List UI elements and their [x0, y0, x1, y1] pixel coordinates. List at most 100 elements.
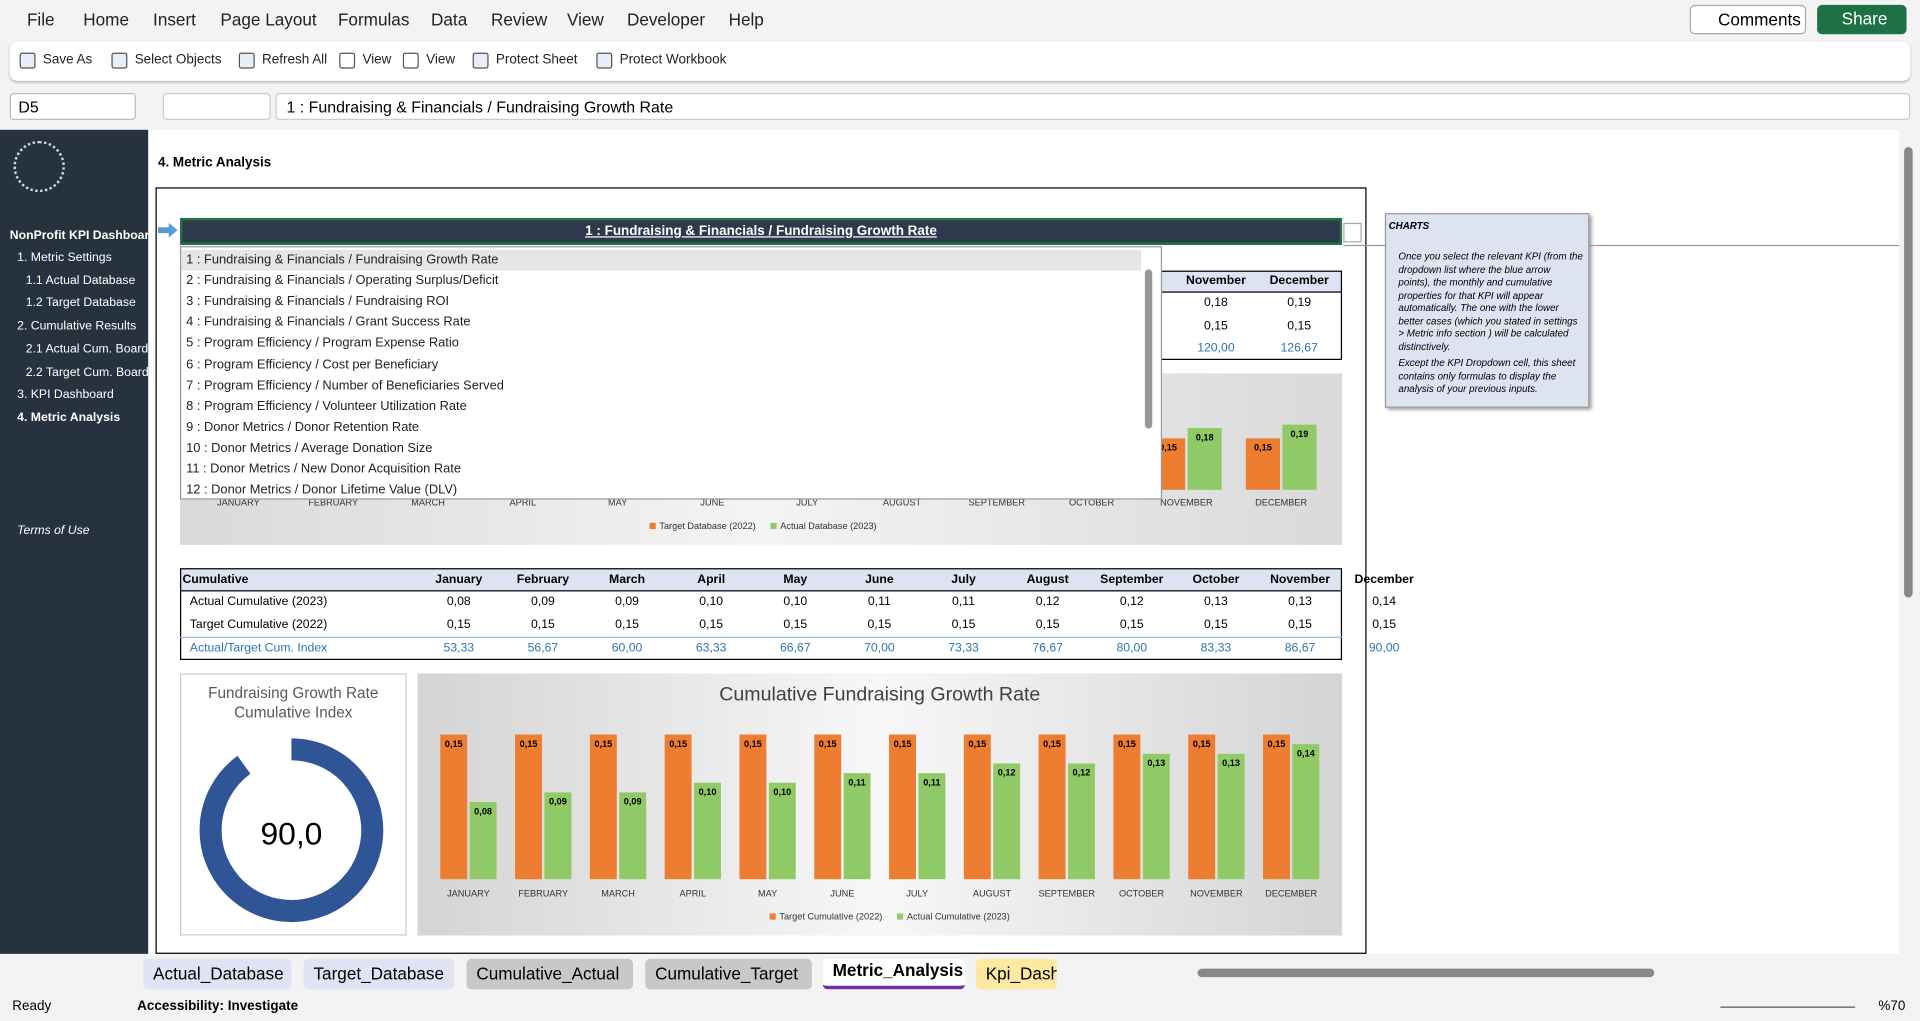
toolbar-button[interactable]: View — [362, 52, 392, 68]
table-cell: Actual/Target Cum. Index — [189, 641, 328, 655]
sidebar-link[interactable]: 1.2 Target Database — [25, 296, 136, 311]
x-tick-label: JANUARY — [447, 888, 490, 898]
x-tick-label: JULY — [796, 498, 818, 508]
dropdown-option[interactable]: 8 : Program Efficiency / Volunteer Utili… — [186, 398, 467, 414]
status-zoom[interactable]: %70 — [1878, 999, 1906, 1014]
table-cell: 80,00 — [1116, 641, 1148, 655]
dropdown-button — [1343, 222, 1362, 243]
share-button[interactable]: Share — [1817, 4, 1907, 35]
table-cell: 0,09 — [531, 595, 555, 609]
dropdown-option[interactable]: 1 : Fundraising & Financials / Fundraisi… — [181, 249, 1142, 271]
data-label: 0,15 — [1043, 739, 1061, 749]
table-cell: 0,08 — [446, 595, 471, 609]
sheet-tab[interactable]: Cumulative_Target — [645, 958, 812, 990]
toolbar-button[interactable]: Save As — [42, 52, 93, 68]
sheet-tab[interactable]: Actual_Database — [143, 958, 292, 990]
data-label: 0,15 — [1193, 739, 1211, 749]
name-box[interactable]: D5 — [9, 93, 136, 121]
data-label: 0,15 — [1268, 739, 1286, 749]
dropdown-option[interactable]: 6 : Program Efficiency / Cost per Benefi… — [186, 356, 439, 372]
sheet-tab[interactable]: Kpi_Dash — [975, 958, 1057, 990]
toolbar-button[interactable]: Protect Workbook — [619, 52, 727, 68]
data-label: 0,18 — [1196, 432, 1214, 442]
sidebar-footer[interactable]: Terms of Use — [17, 524, 90, 538]
table-header: May — [783, 573, 808, 587]
menu-item[interactable]: Home — [83, 9, 130, 30]
bar — [768, 782, 796, 880]
table-cell: 86,67 — [1284, 641, 1316, 655]
sheet-tab[interactable]: Cumulative_Actual — [466, 958, 634, 990]
menu-item[interactable]: View — [566, 9, 604, 30]
toolbar-icon — [339, 52, 356, 69]
bar — [814, 734, 842, 880]
table-cell: 60,00 — [611, 641, 643, 655]
table-cell: 0,15 — [1203, 319, 1228, 333]
table-cell: 0,12 — [1119, 595, 1144, 609]
toolbar-button[interactable]: Protect Sheet — [495, 52, 578, 68]
dropdown-option[interactable]: 10 : Donor Metrics / Average Donation Si… — [186, 440, 433, 456]
bar — [843, 773, 871, 880]
bar — [1188, 734, 1216, 880]
sidebar-link[interactable]: 2.1 Actual Cum. Board — [25, 342, 149, 357]
notes-bullet: Except the KPI Dropdown cell, this sheet… — [1398, 357, 1576, 395]
table-header: March — [609, 573, 646, 587]
menu-item[interactable]: Formulas — [337, 9, 410, 30]
dropdown-option[interactable]: 4 : Fundraising & Financials / Grant Suc… — [186, 315, 471, 330]
scrollbar-thumb — [1904, 146, 1913, 598]
sidebar-link[interactable]: 3. KPI Dashboard — [17, 388, 114, 402]
toolbar-icon — [472, 52, 489, 69]
sidebar-link[interactable]: 2. Cumulative Results — [17, 319, 137, 334]
toolbar-icon — [238, 52, 255, 69]
formula-input[interactable]: 1 : Fundraising & Financials / Fundraisi… — [275, 93, 1911, 121]
bar — [469, 802, 497, 880]
dropdown-option[interactable]: 11 : Donor Metrics / New Donor Acquisiti… — [186, 461, 462, 477]
menu-item[interactable]: Page Layout — [220, 9, 317, 30]
toolbar-icon — [111, 52, 128, 69]
sidebar-link[interactable]: 4. Metric Analysis — [17, 411, 121, 425]
dropdown-option[interactable]: 7 : Program Efficiency / Number of Benef… — [186, 377, 504, 393]
bar — [694, 782, 721, 880]
menu-item[interactable]: Help — [728, 9, 764, 30]
sidebar-link[interactable]: 1. Metric Settings — [17, 251, 112, 265]
table-cell: 0,15 — [867, 618, 892, 632]
status-accessibility[interactable]: Accessibility: Investigate — [137, 999, 299, 1014]
dropdown-option[interactable]: 2 : Fundraising & Financials / Operating… — [186, 273, 499, 288]
toolbar-icon — [596, 52, 613, 69]
chart-bg — [417, 673, 1343, 936]
sheet-tab[interactable]: Metric_Analysis — [822, 958, 965, 990]
menu-item[interactable]: Data — [431, 9, 468, 30]
kpi-selector[interactable]: 1 : Fundraising & Financials / Fundraisi… — [180, 217, 1343, 245]
table-cell: 0,15 — [1119, 618, 1144, 632]
table-cell: Actual Cumulative (2023) — [189, 595, 328, 609]
data-label: 0,08 — [474, 806, 492, 816]
table-cell: 0,10 — [783, 595, 808, 609]
bar — [440, 734, 468, 880]
legend-swatch — [770, 522, 777, 529]
dropdown-option[interactable]: 5 : Program Efficiency / Program Expense… — [186, 335, 459, 351]
cum-index-line — [180, 636, 1343, 638]
menu-item[interactable]: Review — [491, 9, 548, 30]
dropdown-option[interactable]: 3 : Fundraising & Financials / Fundraisi… — [186, 294, 450, 309]
x-tick-label: OCTOBER — [1069, 498, 1115, 508]
table-cell: 0,13 — [1203, 595, 1228, 609]
comments-button[interactable]: Comments — [1689, 4, 1807, 35]
toolbar-button[interactable]: Refresh All — [262, 52, 328, 68]
table-header: September — [1100, 573, 1164, 587]
table-cell: 0,11 — [867, 595, 891, 609]
menu-item[interactable]: Insert — [153, 9, 196, 30]
toolbar-button[interactable]: Select Objects — [134, 52, 222, 68]
data-label: 0,10 — [773, 787, 791, 797]
sidebar-link[interactable]: 1.1 Actual Database — [25, 273, 136, 288]
toolbar-button[interactable]: View — [426, 52, 456, 68]
table-cell: 0,15 — [531, 618, 555, 632]
sheet-tab[interactable]: Target_Database — [303, 958, 455, 990]
dropdown-option[interactable]: 9 : Donor Metrics / Donor Retention Rate — [186, 419, 420, 435]
table-header: December — [1269, 274, 1329, 288]
sidebar-link[interactable]: 2.2 Target Cum. Board — [25, 365, 149, 379]
x-tick-label: FEBRUARY — [308, 498, 358, 508]
menu-item[interactable]: File — [26, 9, 55, 30]
legend-swatch — [649, 522, 656, 529]
dropdown-option[interactable]: 12 : Donor Metrics / Donor Lifetime Valu… — [186, 482, 458, 498]
menu-item[interactable]: Developer — [626, 9, 706, 30]
